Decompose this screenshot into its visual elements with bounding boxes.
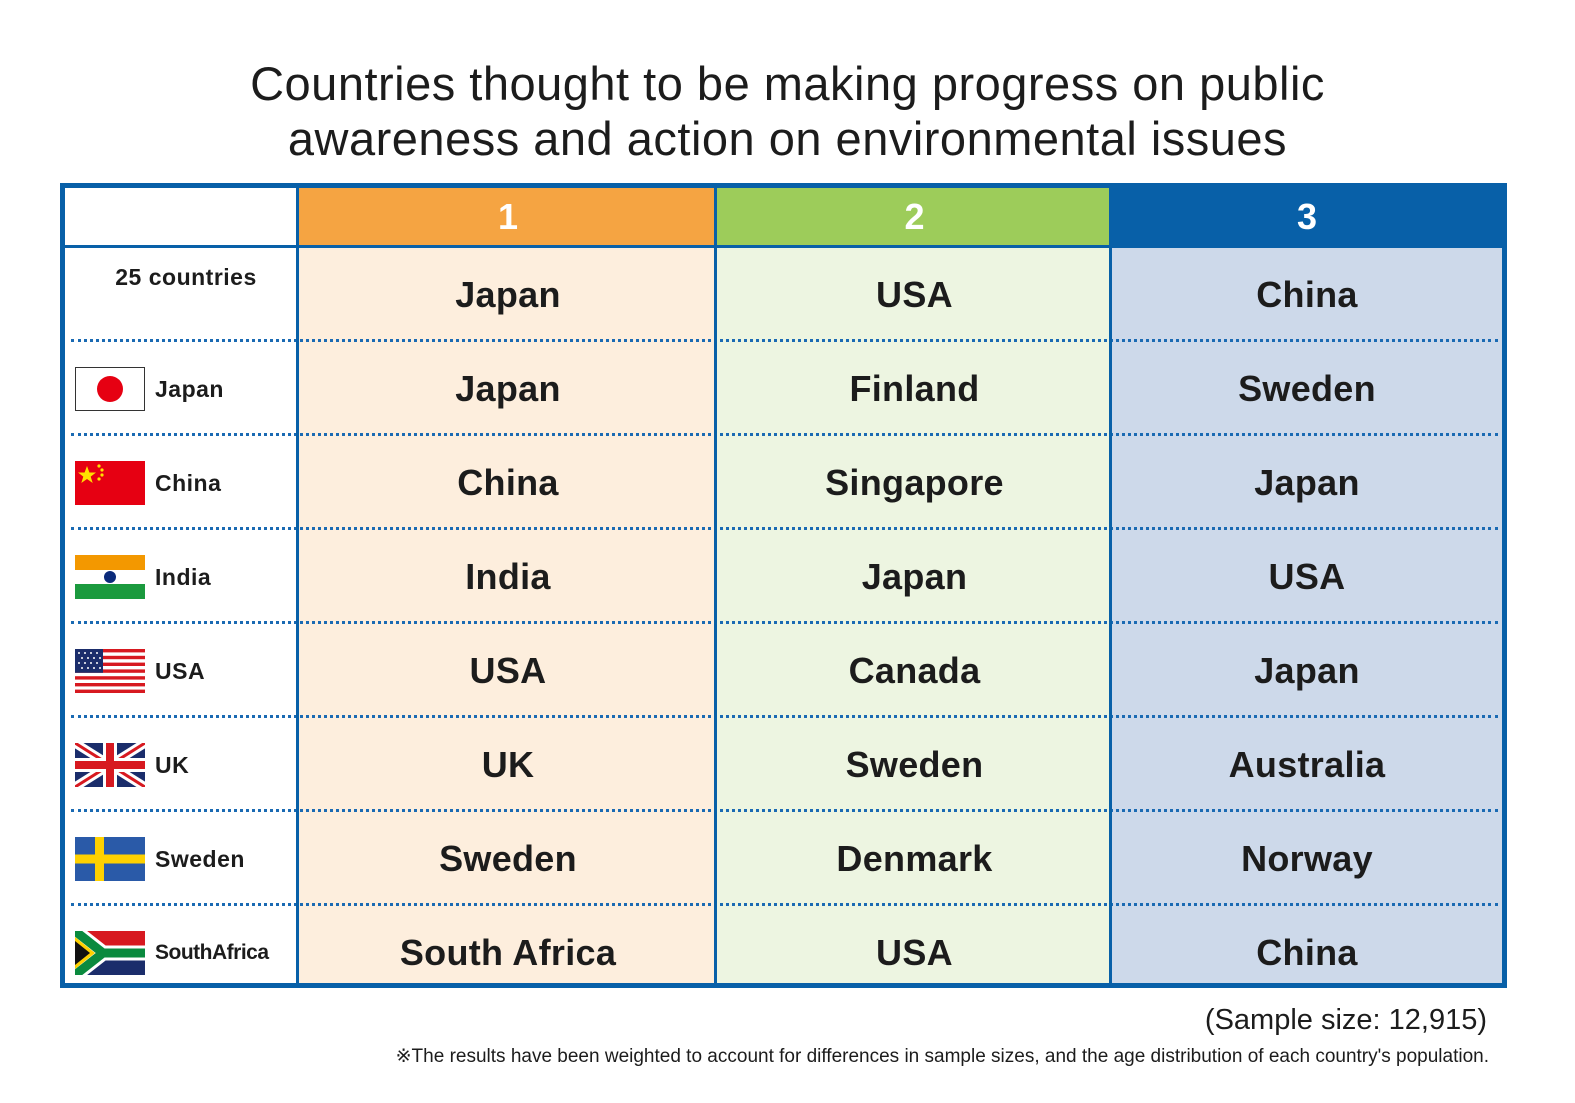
rank1-cell: Sweden <box>439 838 577 879</box>
rank1-cell: Japan <box>455 274 561 315</box>
rank1-cell: India <box>465 556 551 597</box>
row-label-text: Japan <box>155 375 224 402</box>
row-label: China <box>75 436 297 530</box>
rank3-cell: USA <box>1268 556 1346 597</box>
row-label-text: SouthAfrica <box>155 941 269 964</box>
rank1-header: 1 <box>299 188 717 245</box>
rank3-column-fill <box>1112 188 1502 983</box>
row-label-text: China <box>155 469 222 496</box>
row-label: Sweden <box>75 812 297 906</box>
row-label: India <box>75 530 297 624</box>
rank3-header: 3 <box>1112 188 1502 245</box>
row-label: USA <box>75 624 297 718</box>
row-label: Japan <box>75 342 297 436</box>
rank3-header-label: 3 <box>1296 195 1318 237</box>
rank1-cell: UK <box>481 744 535 785</box>
row-label-text: Sweden <box>155 845 245 872</box>
rank1-cell: Japan <box>455 368 561 409</box>
header-divider <box>65 245 1502 248</box>
rank2-cell: Japan <box>861 556 968 597</box>
column-divider-2 <box>714 188 717 983</box>
chart-title: Countries thought to be making progress … <box>0 56 1575 166</box>
rank1-cell: China <box>457 462 559 503</box>
sweden-flag-icon <box>75 837 145 881</box>
rank2-cell: Singapore <box>825 462 1004 503</box>
rank2-cell: Finland <box>849 368 980 409</box>
row-label: UK <box>75 718 297 812</box>
table-row: SouthAfrica South Africa USA China <box>65 906 1502 1000</box>
title-line-2: awareness and action on environmental is… <box>287 112 1288 165</box>
column-divider-1 <box>296 188 299 983</box>
table-row: Sweden Sweden Denmark Norway <box>65 812 1502 906</box>
rank2-header-label: 2 <box>904 195 925 237</box>
header-corner <box>65 188 299 245</box>
rank2-cell: Denmark <box>836 838 993 879</box>
row-label-text: UK <box>155 751 190 778</box>
uk-flag-icon <box>75 743 145 787</box>
rank1-header-label: 1 <box>497 195 519 237</box>
rank3-cell: Australia <box>1228 744 1386 785</box>
title-line-1: Countries thought to be making progress … <box>250 57 1325 110</box>
usa-flag-icon <box>75 649 145 693</box>
row-label: 25 countries <box>75 248 297 342</box>
sample-size: (Sample size: 12,915) <box>1204 1004 1487 1036</box>
column-divider-3 <box>1109 188 1112 983</box>
table-row: 25 countries Japan USA China <box>65 248 1502 342</box>
rank2-column-fill <box>717 188 1112 983</box>
row-label-text: India <box>155 563 212 590</box>
table-row: China China Singapore Japan <box>65 436 1502 530</box>
rank2-cell: Canada <box>848 650 981 691</box>
rank2-header: 2 <box>717 188 1112 245</box>
rank1-cell: USA <box>469 650 547 691</box>
south-africa-flag-icon <box>75 931 145 975</box>
rank3-cell: Japan <box>1254 462 1360 503</box>
rank3-cell: Japan <box>1254 650 1360 691</box>
rank3-cell: China <box>1256 274 1358 315</box>
table-row: Japan Japan Finland Sweden <box>65 342 1502 436</box>
table-row: USA USA Canada Japan <box>65 624 1502 718</box>
rank3-cell: China <box>1256 932 1358 973</box>
rank2-cell: USA <box>876 932 953 973</box>
china-flag-icon <box>75 461 145 505</box>
rank2-cell: Sweden <box>845 744 984 785</box>
row-label: SouthAfrica <box>75 906 297 1000</box>
ranking-table: 1 2 3 25 countries Japan USA China Japan Japa… <box>60 183 1507 988</box>
row-label-text: 25 countries <box>115 264 257 290</box>
row-label-text: USA <box>155 657 206 684</box>
rank3-cell: Sweden <box>1238 368 1376 409</box>
india-flag-icon <box>75 555 145 599</box>
table-row: India India Japan USA <box>65 530 1502 624</box>
rank2-cell: USA <box>876 274 953 315</box>
weighting-note: ※The results have been weighted to accou… <box>395 1046 1489 1067</box>
table-row: UK UK Sweden Australia <box>65 718 1502 812</box>
rank1-column-fill <box>299 188 717 983</box>
rank3-cell: Norway <box>1241 838 1373 879</box>
japan-flag-icon <box>75 367 145 411</box>
rank1-cell: South Africa <box>399 932 617 973</box>
